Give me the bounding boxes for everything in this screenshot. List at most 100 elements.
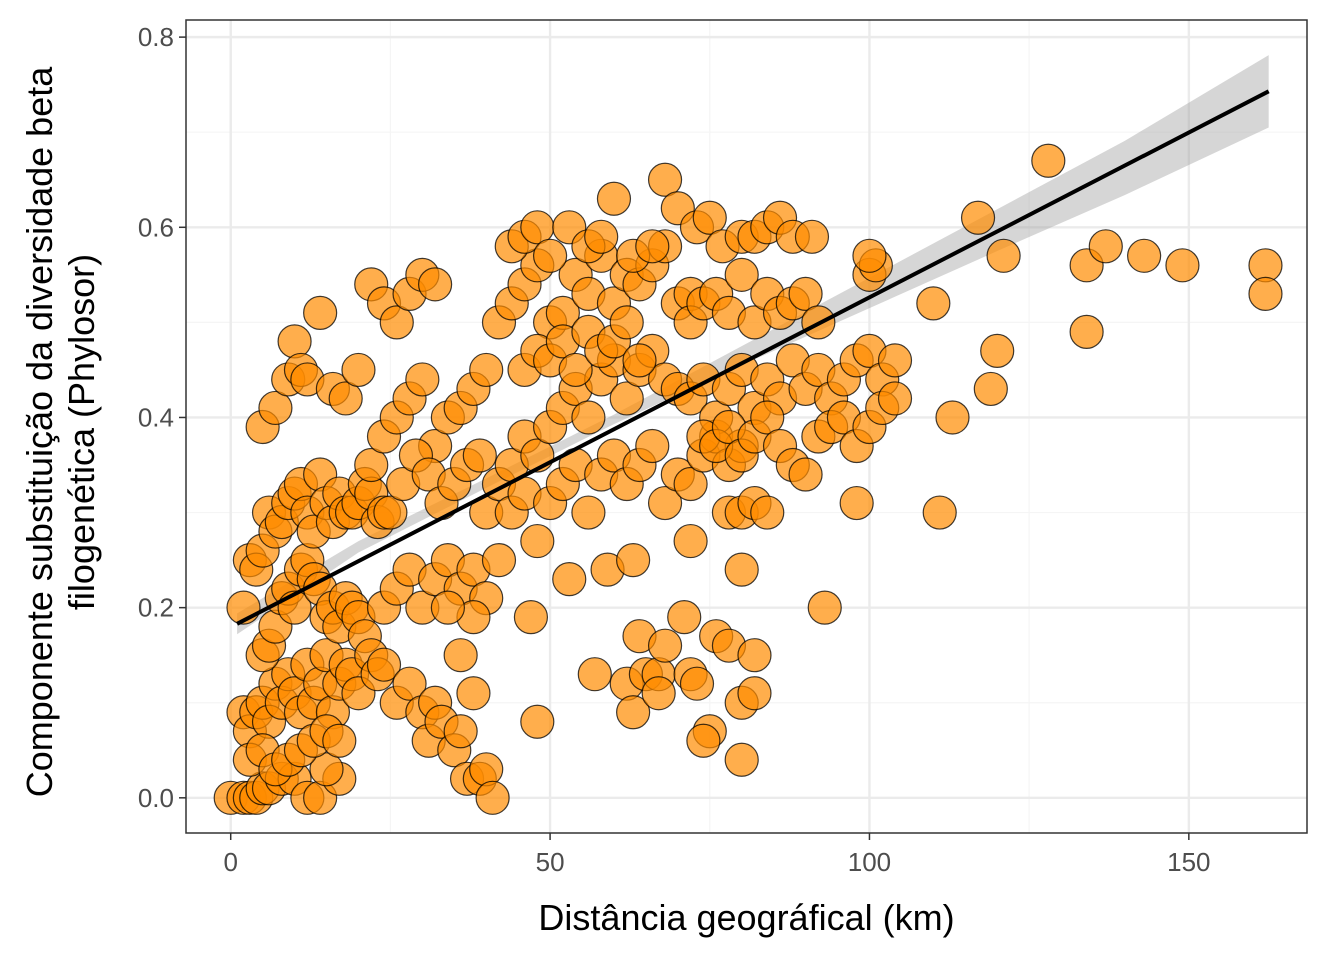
data-point: [635, 229, 670, 264]
data-point: [986, 238, 1021, 273]
data-point: [462, 438, 497, 473]
data-point: [373, 495, 408, 530]
y-axis-title-line-1: Componente substituição da diversidade b…: [19, 66, 60, 797]
data-point: [679, 666, 715, 701]
y-axis-ticks: 0.0 0.2 0.4 0.6 0.8: [138, 22, 186, 813]
data-point: [877, 343, 913, 378]
data-point: [647, 162, 683, 197]
data-point: [737, 676, 772, 711]
data-point: [724, 552, 759, 587]
data-point: [258, 390, 293, 426]
data-point: [794, 219, 830, 254]
data-point: [520, 704, 555, 739]
data-point: [667, 600, 702, 635]
data-point: [309, 752, 344, 787]
y-tick-label: 0.2: [138, 593, 174, 623]
data-point: [980, 333, 1015, 369]
data-point: [469, 352, 504, 388]
data-point: [807, 590, 842, 625]
data-point: [558, 352, 593, 388]
data-point: [328, 381, 363, 416]
data-point: [571, 495, 606, 530]
data-point: [303, 295, 338, 330]
data-point: [552, 562, 587, 597]
y-tick-label: 0.0: [138, 783, 174, 813]
data-point: [692, 200, 727, 235]
data-point: [750, 495, 785, 530]
x-tick-label: 150: [1167, 847, 1210, 877]
data-point: [609, 305, 644, 340]
data-point: [877, 381, 913, 416]
x-axis-ticks: 0 50 100 150: [223, 833, 1211, 877]
y-axis-title: Componente substituição da diversidade b…: [19, 66, 102, 797]
data-point: [616, 542, 651, 578]
data-point: [596, 181, 632, 216]
data-point: [513, 600, 549, 635]
confidence-band: [237, 55, 1269, 635]
data-point: [584, 219, 619, 254]
data-point: [277, 324, 312, 359]
data-point: [481, 542, 517, 578]
data-point: [724, 257, 759, 292]
confidence-band-layer: [237, 55, 1269, 635]
data-point: [341, 352, 376, 388]
data-point: [469, 752, 504, 787]
data-point: [379, 305, 414, 340]
data-point: [635, 428, 670, 464]
data-point: [647, 628, 683, 663]
data-point: [616, 695, 651, 730]
y-tick-label: 0.6: [138, 212, 174, 242]
data-point: [443, 638, 478, 673]
data-point: [647, 485, 683, 521]
x-tick-label: 50: [536, 847, 565, 877]
data-point: [456, 676, 491, 711]
y-tick-label: 0.4: [138, 402, 174, 432]
data-point: [1127, 238, 1162, 273]
data-point: [737, 638, 772, 673]
data-point: [1088, 229, 1123, 264]
data-point: [960, 200, 996, 235]
data-point: [788, 457, 823, 492]
data-point: [922, 495, 957, 530]
data-point: [1165, 248, 1200, 283]
data-point: [673, 523, 708, 559]
data-point: [686, 723, 721, 758]
data-point: [577, 657, 612, 692]
data-point: [622, 343, 657, 378]
data-point: [392, 666, 427, 701]
data-point: [1069, 314, 1104, 349]
data-point: [430, 590, 465, 625]
data-point: [852, 238, 887, 273]
x-axis-title: Distância geográfical (km): [538, 897, 954, 938]
data-point: [973, 371, 1008, 407]
data-point: [571, 400, 606, 435]
data-point: [366, 647, 402, 682]
data-point: [673, 466, 708, 502]
data-point: [405, 362, 440, 397]
data-point: [788, 276, 823, 311]
data-point: [724, 742, 759, 777]
y-axis-title-line-2: filogenética (Phylosor): [61, 254, 102, 610]
data-point: [322, 723, 357, 758]
x-tick-label: 100: [848, 847, 891, 877]
data-point: [443, 714, 478, 749]
data-point: [935, 400, 970, 435]
data-point: [418, 267, 453, 302]
data-point: [1248, 276, 1283, 311]
data-point: [839, 485, 874, 521]
data-point: [532, 238, 568, 273]
data-point: [641, 676, 676, 711]
panel-border: [185, 19, 1308, 834]
data-point: [354, 447, 389, 483]
x-tick-label: 0: [223, 847, 237, 877]
data-point: [1031, 143, 1066, 178]
fit-line-layer: [236, 89, 1270, 626]
data-point: [750, 400, 785, 435]
data-point: [520, 523, 555, 559]
regression-line: [236, 89, 1270, 626]
data-point: [916, 286, 951, 321]
y-tick-label: 0.8: [138, 22, 174, 52]
data-point: [609, 381, 644, 416]
data-point: [475, 780, 510, 815]
